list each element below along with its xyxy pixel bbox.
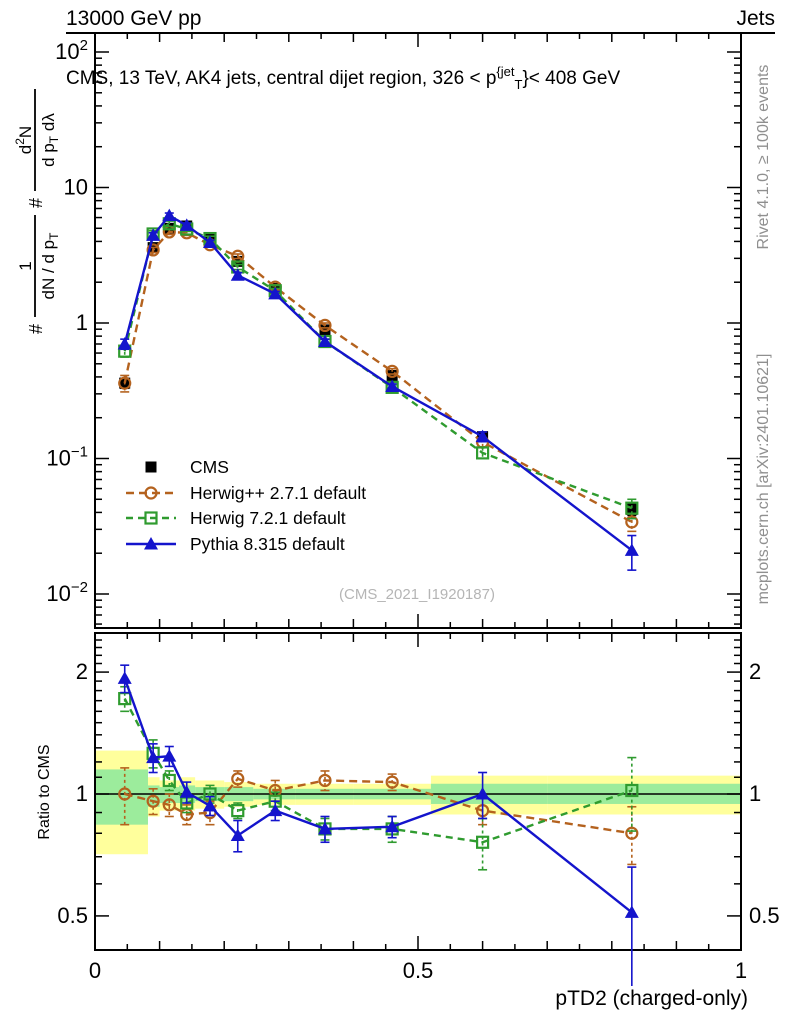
data-point-marker <box>386 369 398 381</box>
axes <box>94 32 742 951</box>
data-point-marker <box>230 828 245 841</box>
ratio-tick-label-left: 2 <box>76 659 88 684</box>
ratio-tick-label-right: 1 <box>749 781 761 806</box>
data-point-marker <box>144 511 158 525</box>
data-point-marker <box>144 537 158 550</box>
data-point-marker <box>476 446 490 460</box>
analysis-topic-label: Jets <box>736 7 775 34</box>
data-point-marker <box>202 798 217 812</box>
data-point-marker <box>146 794 160 808</box>
data-point-marker <box>231 803 245 818</box>
data-point-marker <box>625 783 639 798</box>
x-tick-label: 1 <box>735 958 747 983</box>
hash-symbol: # <box>26 324 46 334</box>
legend-item-pythia-8-315-default: Pythia 8.315 default <box>126 534 345 554</box>
data-point-marker <box>385 775 399 789</box>
mcplots-attribution-label: mcplots.cern.ch [arXiv:2401.10621] <box>755 353 772 605</box>
fraction-numerator: 1 <box>16 261 35 270</box>
data-point-marker <box>162 773 176 788</box>
data-point-marker <box>118 376 132 390</box>
legend-item-herwig-7-2-1-default: Herwig 7.2.1 default <box>126 508 346 528</box>
series-line <box>123 698 633 844</box>
y-tick-label: 10 <box>64 175 88 200</box>
ratio-tick-label-right: 0.5 <box>749 903 780 928</box>
legend-item-herwig-2-7-1-default: Herwig++ 2.7.1 default <box>126 483 366 503</box>
y-tick-label: 10−1 <box>46 444 88 471</box>
x-tick-label: 0.5 <box>403 958 434 983</box>
legend-label: Herwig++ 2.7.1 default <box>190 483 366 503</box>
ratio-tick-label-left: 1 <box>76 781 88 806</box>
legend: CMS Herwig++ 2.7.1 default Herwig 7.2.1 de… <box>126 457 366 554</box>
data-point-marker <box>385 819 400 833</box>
data-point-marker <box>162 749 177 762</box>
data-point-marker <box>475 429 490 443</box>
data-point-marker <box>145 461 157 473</box>
data-point-marker <box>230 268 245 281</box>
fraction-numerator: d2N <box>13 126 35 154</box>
data-point-marker <box>318 773 332 788</box>
data-point-marker <box>118 787 132 801</box>
series-pythia-8-315-default <box>117 664 639 986</box>
data-point-marker <box>117 671 132 684</box>
data-point-marker <box>202 235 217 248</box>
data-point-marker <box>146 750 161 764</box>
data-point-marker <box>624 543 639 556</box>
data-point-marker <box>625 501 639 515</box>
data-point-marker <box>231 772 245 786</box>
ratio-axis-title: Ratio to CMS <box>36 744 53 840</box>
data-point-marker <box>162 208 177 222</box>
hash-symbol: # <box>26 198 46 208</box>
data-point-marker <box>476 835 490 849</box>
ratio-panel-series <box>117 664 639 986</box>
data-point-marker <box>179 218 194 231</box>
data-point-marker <box>146 228 161 241</box>
data-point-marker <box>268 803 283 817</box>
data-point-marker <box>475 787 490 800</box>
y-tick-label: 10−2 <box>46 579 88 606</box>
data-point-marker <box>626 504 638 516</box>
data-point-marker <box>117 336 132 350</box>
data-point-marker <box>318 318 332 333</box>
x-tick-label: 0 <box>89 958 101 983</box>
data-point-marker <box>317 334 332 348</box>
series-pythia-8-315-default <box>117 208 639 571</box>
beam-energy-label: 13000 GeV pp <box>66 7 202 34</box>
legend-label: Herwig 7.2.1 default <box>190 508 346 528</box>
data-point-marker <box>179 785 194 798</box>
ratio-tick-label-right: 2 <box>749 659 761 684</box>
plot-title: CMS, 13 TeV, AK4 jets, central dijet reg… <box>66 64 620 92</box>
data-point-marker <box>625 515 639 529</box>
legend-item-cms: CMS <box>145 457 229 477</box>
data-point-marker <box>146 243 160 257</box>
data-point-marker <box>317 821 332 835</box>
analysis-id-watermark: (CMS_2021_I1920187) <box>339 586 495 603</box>
y-tick-label: 1 <box>76 310 88 335</box>
y-tick-label: 102 <box>55 37 88 64</box>
data-point-marker <box>385 364 399 378</box>
rivet-version-label: Rivet 4.1.0, ≥ 100k events <box>755 64 772 250</box>
x-axis-title: pTD2 (charged-only) <box>555 987 748 1010</box>
data-point-marker <box>624 905 639 918</box>
legend-label: Pythia 8.315 default <box>190 534 345 554</box>
fraction-denominator: dN / d pT <box>39 232 61 300</box>
data-point-marker <box>385 379 400 392</box>
data-point-marker <box>144 486 158 500</box>
legend-label: CMS <box>190 457 229 477</box>
axis-text: 10−2 10−1 1 10 102 0.5 0.5 1 1 2 2 0 0.5 1 CMS, 13 TeV… <box>13 37 780 983</box>
data-point-marker <box>625 826 639 840</box>
data-point-marker <box>268 286 283 300</box>
top-panel-series <box>117 208 639 571</box>
ratio-tick-label-left: 0.5 <box>57 903 88 928</box>
data-point-marker <box>162 798 176 812</box>
series-herwig-2-7-1-default <box>118 767 639 866</box>
fraction-denominator: d pT dλ <box>39 113 61 167</box>
